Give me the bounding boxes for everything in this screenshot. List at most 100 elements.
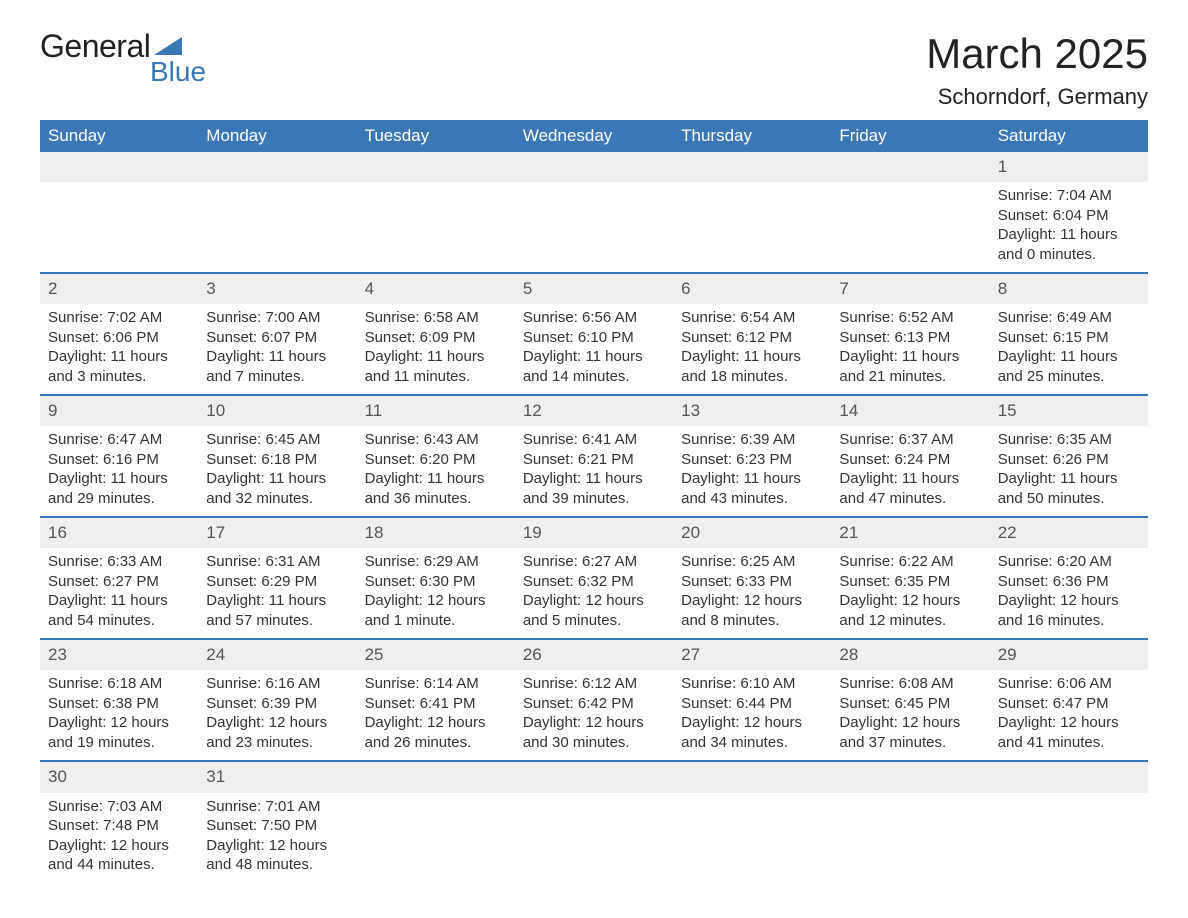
day-number: 20 <box>673 518 831 548</box>
day-number: 19 <box>515 518 673 548</box>
day-number-row: 9101112131415 <box>40 395 1148 426</box>
sunset-text: Sunset: 6:42 PM <box>523 694 665 714</box>
day-info-cell: Sunrise: 6:10 AMSunset: 6:44 PMDaylight:… <box>673 670 831 761</box>
day-number-cell: 4 <box>357 273 515 304</box>
day-number-cell: 11 <box>357 395 515 426</box>
daylight-text: Daylight: 11 hours and 21 minutes. <box>839 347 981 386</box>
day-number: 1 <box>990 152 1148 182</box>
day-number: 16 <box>40 518 198 548</box>
sunrise-text: Sunrise: 6:49 AM <box>998 308 1140 328</box>
day-number-cell: 27 <box>673 639 831 670</box>
daylight-text: Daylight: 12 hours and 1 minute. <box>365 591 507 630</box>
day-info-row: Sunrise: 7:03 AMSunset: 7:48 PMDaylight:… <box>40 793 1148 883</box>
daylight-text: Daylight: 11 hours and 57 minutes. <box>206 591 348 630</box>
sunset-text: Sunset: 6:24 PM <box>839 450 981 470</box>
sunset-text: Sunset: 6:23 PM <box>681 450 823 470</box>
day-number-cell: 19 <box>515 517 673 548</box>
sunrise-text: Sunrise: 6:41 AM <box>523 430 665 450</box>
day-number-cell: 23 <box>40 639 198 670</box>
day-info-cell <box>357 182 515 273</box>
daylight-text: Daylight: 12 hours and 26 minutes. <box>365 713 507 752</box>
day-info-cell <box>198 182 356 273</box>
sunrise-text: Sunrise: 6:20 AM <box>998 552 1140 572</box>
day-info-cell: Sunrise: 6:56 AMSunset: 6:10 PMDaylight:… <box>515 304 673 395</box>
sunset-text: Sunset: 6:27 PM <box>48 572 190 592</box>
day-info-cell: Sunrise: 6:20 AMSunset: 6:36 PMDaylight:… <box>990 548 1148 639</box>
sunset-text: Sunset: 6:26 PM <box>998 450 1140 470</box>
day-header: Tuesday <box>357 120 515 152</box>
sunrise-text: Sunrise: 6:29 AM <box>365 552 507 572</box>
daylight-text: Daylight: 11 hours and 39 minutes. <box>523 469 665 508</box>
day-number-cell: 8 <box>990 273 1148 304</box>
sunset-text: Sunset: 6:13 PM <box>839 328 981 348</box>
month-title: March 2025 <box>926 30 1148 78</box>
day-info-cell: Sunrise: 6:49 AMSunset: 6:15 PMDaylight:… <box>990 304 1148 395</box>
day-number-cell: 13 <box>673 395 831 426</box>
day-info-cell: Sunrise: 6:45 AMSunset: 6:18 PMDaylight:… <box>198 426 356 517</box>
day-number-cell <box>990 761 1148 792</box>
day-number-row: 2345678 <box>40 273 1148 304</box>
daylight-text: Daylight: 12 hours and 16 minutes. <box>998 591 1140 630</box>
day-header-row: Sunday Monday Tuesday Wednesday Thursday… <box>40 120 1148 152</box>
header: General Blue March 2025 Schorndorf, Germ… <box>40 30 1148 110</box>
daylight-text: Daylight: 12 hours and 41 minutes. <box>998 713 1140 752</box>
daylight-text: Daylight: 12 hours and 19 minutes. <box>48 713 190 752</box>
day-number-cell <box>40 152 198 182</box>
day-number <box>515 152 673 160</box>
sunrise-text: Sunrise: 6:47 AM <box>48 430 190 450</box>
day-info-cell: Sunrise: 6:41 AMSunset: 6:21 PMDaylight:… <box>515 426 673 517</box>
daylight-text: Daylight: 11 hours and 0 minutes. <box>998 225 1140 264</box>
day-info-cell: Sunrise: 6:27 AMSunset: 6:32 PMDaylight:… <box>515 548 673 639</box>
day-info-cell: Sunrise: 6:58 AMSunset: 6:09 PMDaylight:… <box>357 304 515 395</box>
sunrise-text: Sunrise: 6:27 AM <box>523 552 665 572</box>
location: Schorndorf, Germany <box>926 84 1148 110</box>
day-info-cell: Sunrise: 6:47 AMSunset: 6:16 PMDaylight:… <box>40 426 198 517</box>
sunset-text: Sunset: 6:21 PM <box>523 450 665 470</box>
day-number: 11 <box>357 396 515 426</box>
day-number: 28 <box>831 640 989 670</box>
day-header: Sunday <box>40 120 198 152</box>
sunrise-text: Sunrise: 6:33 AM <box>48 552 190 572</box>
sunrise-text: Sunrise: 6:12 AM <box>523 674 665 694</box>
sunrise-text: Sunrise: 7:00 AM <box>206 308 348 328</box>
day-info-cell <box>515 793 673 883</box>
daylight-text: Daylight: 11 hours and 47 minutes. <box>839 469 981 508</box>
day-number-row: 16171819202122 <box>40 517 1148 548</box>
day-number: 15 <box>990 396 1148 426</box>
day-info-cell: Sunrise: 6:22 AMSunset: 6:35 PMDaylight:… <box>831 548 989 639</box>
daylight-text: Daylight: 11 hours and 43 minutes. <box>681 469 823 508</box>
day-info-cell: Sunrise: 6:12 AMSunset: 6:42 PMDaylight:… <box>515 670 673 761</box>
day-info-cell: Sunrise: 6:33 AMSunset: 6:27 PMDaylight:… <box>40 548 198 639</box>
sunrise-text: Sunrise: 6:22 AM <box>839 552 981 572</box>
day-number-cell: 18 <box>357 517 515 548</box>
day-number: 17 <box>198 518 356 548</box>
day-info-cell <box>673 182 831 273</box>
daylight-text: Daylight: 12 hours and 48 minutes. <box>206 836 348 875</box>
day-number: 13 <box>673 396 831 426</box>
sunrise-text: Sunrise: 6:16 AM <box>206 674 348 694</box>
day-number-cell: 16 <box>40 517 198 548</box>
day-info-cell <box>831 182 989 273</box>
day-info-cell <box>831 793 989 883</box>
day-info-cell: Sunrise: 6:54 AMSunset: 6:12 PMDaylight:… <box>673 304 831 395</box>
day-number-cell: 28 <box>831 639 989 670</box>
day-info-cell: Sunrise: 6:06 AMSunset: 6:47 PMDaylight:… <box>990 670 1148 761</box>
sunset-text: Sunset: 6:39 PM <box>206 694 348 714</box>
daylight-text: Daylight: 12 hours and 12 minutes. <box>839 591 981 630</box>
day-number <box>831 152 989 160</box>
sunrise-text: Sunrise: 7:01 AM <box>206 797 348 817</box>
day-number-cell <box>673 761 831 792</box>
sunrise-text: Sunrise: 6:52 AM <box>839 308 981 328</box>
day-number-cell: 3 <box>198 273 356 304</box>
day-number: 29 <box>990 640 1148 670</box>
day-number-row: 1 <box>40 152 1148 182</box>
day-number-cell: 5 <box>515 273 673 304</box>
sunrise-text: Sunrise: 6:54 AM <box>681 308 823 328</box>
day-header: Monday <box>198 120 356 152</box>
day-number-row: 3031 <box>40 761 1148 792</box>
sunset-text: Sunset: 6:38 PM <box>48 694 190 714</box>
day-number: 30 <box>40 762 198 792</box>
day-number-cell <box>673 152 831 182</box>
day-number <box>673 762 831 770</box>
day-number: 12 <box>515 396 673 426</box>
